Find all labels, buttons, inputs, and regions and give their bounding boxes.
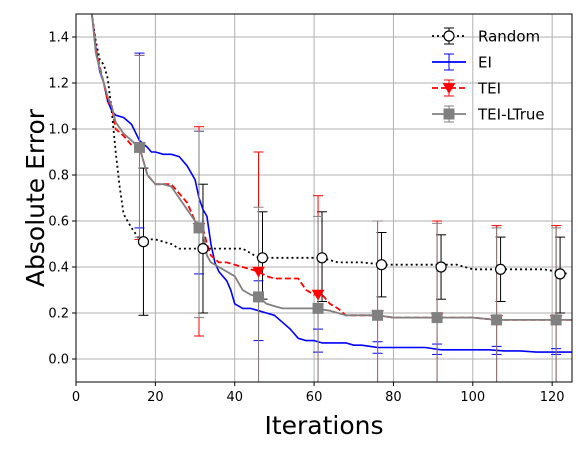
markers-tei [133,142,563,326]
x-tick-label: 60 [306,390,323,405]
legend-marker [442,83,456,94]
legend-marker [443,30,455,42]
data-point [435,261,447,273]
legend-entry-tei-ltrue: TEI-LTrue [432,105,545,124]
data-point [550,314,562,326]
data-point [311,289,325,301]
legend-label: TEI [477,80,501,98]
series-tei [90,14,572,382]
legend-entry-tei: TEI [432,79,501,98]
grid [75,14,572,382]
series-tei-ltrue [90,14,572,382]
y-axis-label: Absolute Error [21,108,50,287]
x-tick-label: 20 [147,390,164,405]
legend-entry-ei: EI [432,53,492,72]
data-point [137,236,150,248]
legend-marker [443,108,455,120]
y-tick-label: 1.4 [48,31,69,46]
markers-tei-ltrue [133,141,562,326]
legend-label: Random [478,28,540,46]
data-point [316,252,328,264]
y-tick-label: 1.2 [48,77,69,92]
data-point [431,312,443,324]
y-tick-label: 0.4 [48,261,69,276]
data-point [252,266,265,278]
data-point [375,259,388,271]
data-point [253,291,265,303]
y-tick-label: 0.0 [48,353,69,368]
markers-random [137,236,566,280]
data-point [494,263,507,275]
series-line-tei-ltrue [90,14,572,321]
data-point [197,243,209,255]
data-point [554,268,566,280]
data-point [491,314,503,326]
plot-area [90,14,572,382]
y-tick-label: 0.2 [48,307,69,322]
legend-label: EI [478,54,492,72]
data-point [133,141,145,153]
x-tick-label: 80 [385,390,402,405]
y-tick-label: 0.8 [48,169,69,184]
axes-border [75,13,573,383]
x-tick-label: 40 [226,390,243,405]
y-tick-label: 0.6 [48,215,69,230]
axes-frame [75,13,573,383]
x-tick-label: 0 [72,390,80,405]
data-point [372,309,384,321]
data-point [193,222,205,234]
x-tick-label: 120 [540,390,565,405]
legend: Random EI TEI TEI-LTrue [432,27,545,124]
legend-entry-random: Random [432,27,540,46]
y-tick-label: 1.0 [48,123,69,138]
x-tick-label: 100 [460,390,485,405]
x-axis-label: Iterations [264,411,383,440]
legend-label: TEI-LTrue [477,106,545,124]
ticks: 0 20 40 60 80 100 120 0.0 0.2 0.4 0.6 0.8 1.0 1.2 1.4 [48,31,564,406]
data-point [256,252,269,264]
data-point [312,302,324,314]
